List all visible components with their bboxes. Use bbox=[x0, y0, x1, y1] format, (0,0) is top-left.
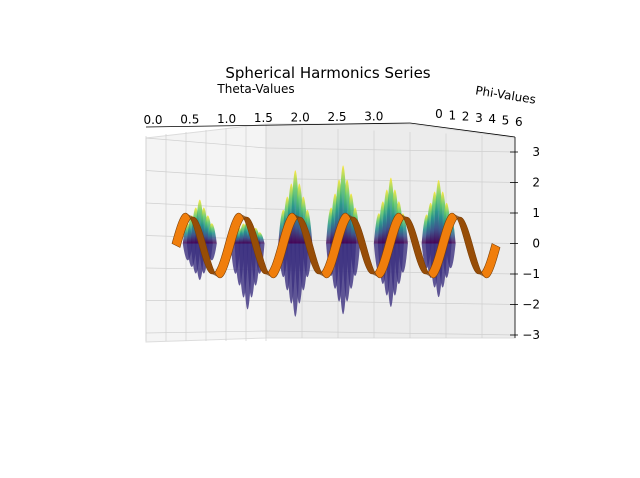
x-tick-label: 1.0 bbox=[217, 112, 236, 126]
z-tick-label: 0 bbox=[532, 237, 540, 251]
orange-wave-shade bbox=[292, 213, 327, 278]
y-tick-label: 1 bbox=[448, 108, 456, 122]
orange-wave-surface bbox=[171, 212, 501, 279]
orange-wave-shade bbox=[238, 213, 274, 278]
y-tick-label: 6 bbox=[515, 115, 523, 129]
x-tick-label: 3.0 bbox=[364, 109, 383, 123]
orange-wave-shade bbox=[452, 213, 487, 278]
z-tick-label: 1 bbox=[532, 206, 540, 220]
z-tick-label: 3 bbox=[532, 145, 540, 159]
x-axis-label: Theta-Values bbox=[216, 82, 294, 96]
x-tick-label: 0.5 bbox=[180, 112, 199, 126]
x-tick-label: 0.0 bbox=[143, 113, 162, 127]
orange-wave-shade bbox=[345, 213, 380, 278]
viridis-trough bbox=[350, 243, 361, 277]
chart-title: Spherical Harmonics Series bbox=[225, 64, 430, 82]
orange-wave-shade bbox=[185, 213, 220, 278]
x-tick-label: 2.5 bbox=[327, 110, 346, 124]
viridis-peak bbox=[206, 223, 217, 244]
z-tick-label: −2 bbox=[522, 298, 540, 312]
x-tick-label: 2.0 bbox=[291, 111, 310, 125]
z-tick-labels: 3 2 1 0 −1 −2 −3 bbox=[510, 145, 540, 342]
grid-line bbox=[265, 330, 516, 336]
x-tick-labels: 0.0 0.5 1.0 1.5 2.0 2.5 3.0 bbox=[143, 109, 383, 127]
x-tick-label: 1.5 bbox=[254, 111, 273, 125]
z-tick-label: −1 bbox=[522, 267, 540, 281]
grid-line bbox=[265, 147, 516, 153]
z-tick-label: −3 bbox=[522, 328, 540, 342]
viridis-trough bbox=[445, 243, 456, 269]
y-tick-label: 4 bbox=[488, 112, 496, 126]
y-axis-line bbox=[409, 122, 516, 138]
y-tick-label: 2 bbox=[462, 110, 470, 124]
z-tick-label: 2 bbox=[532, 176, 540, 190]
viridis-trough bbox=[397, 243, 408, 273]
y-axis-label: Phi-Values bbox=[474, 83, 536, 106]
x-axis-line bbox=[145, 122, 411, 128]
y-tick-label: 0 bbox=[435, 107, 443, 121]
orange-wave-shade bbox=[398, 213, 434, 278]
y-tick-label: 3 bbox=[475, 111, 483, 125]
y-tick-label: 5 bbox=[502, 114, 510, 128]
